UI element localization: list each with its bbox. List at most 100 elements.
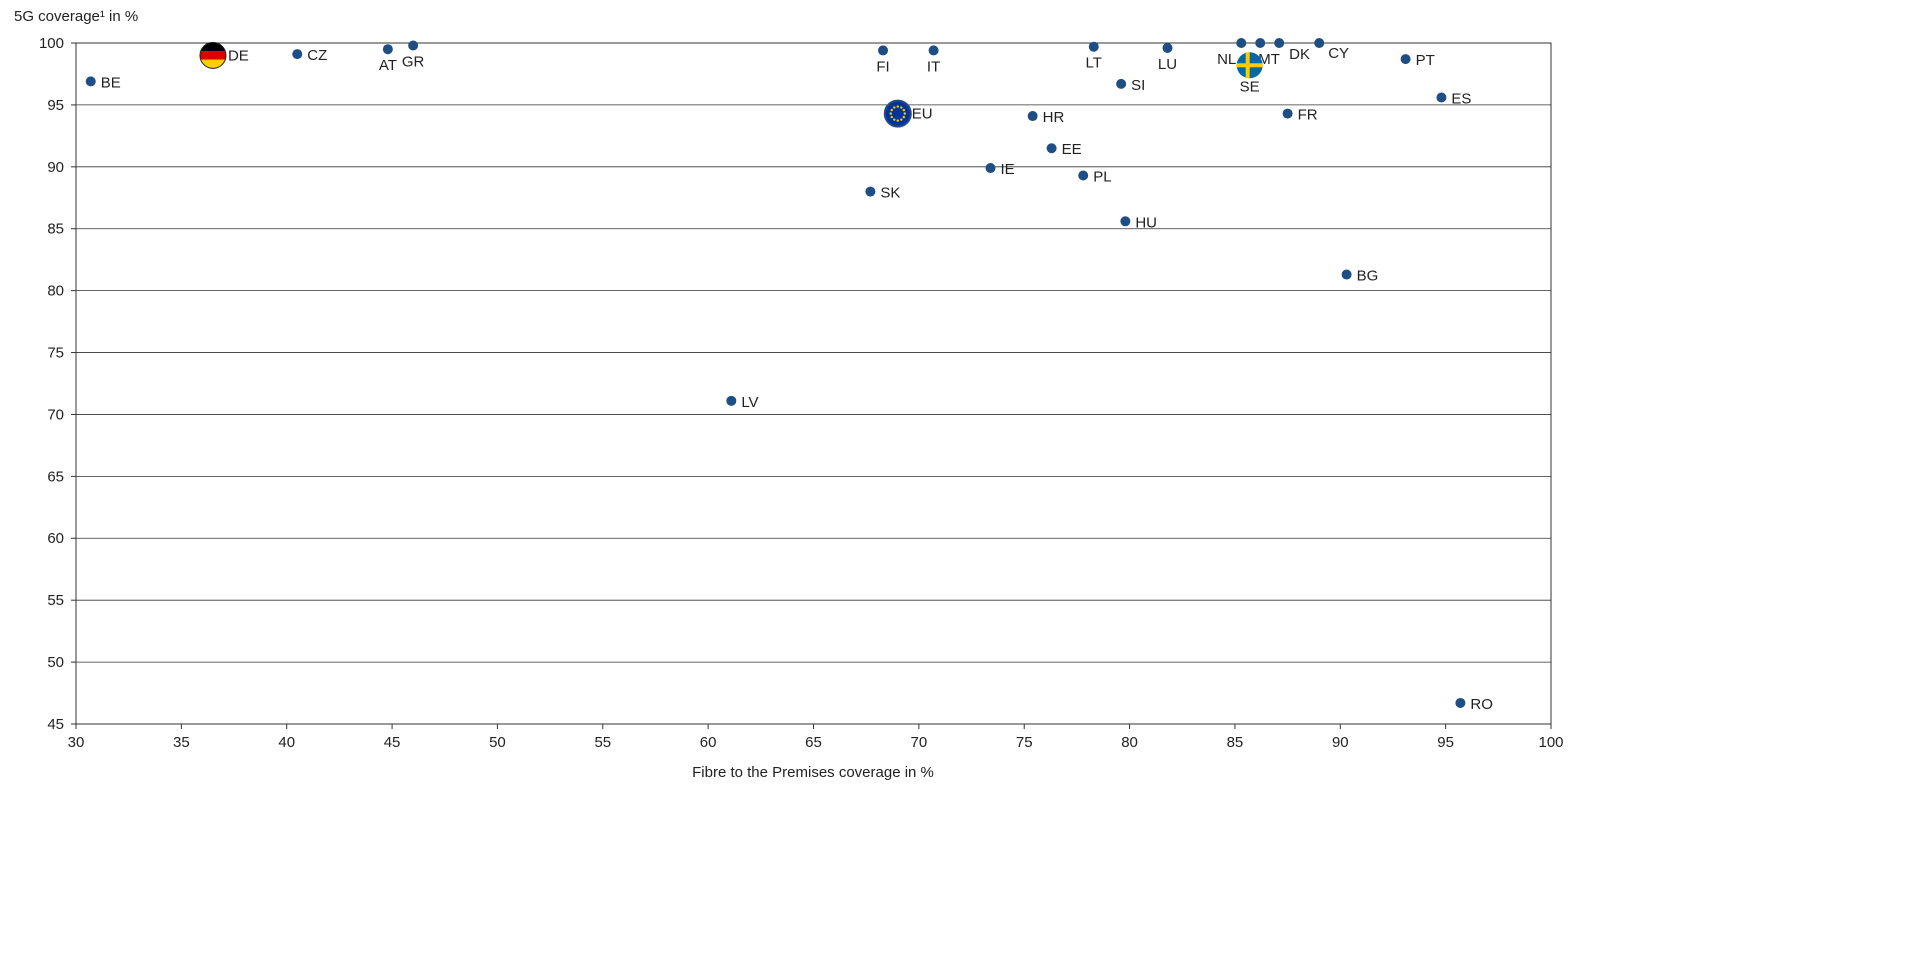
point-label: DE (228, 47, 249, 64)
point (1027, 111, 1038, 122)
flag-bg (883, 99, 912, 128)
plot-frame (75, 42, 1552, 725)
point-label: CZ (307, 47, 327, 64)
point (1078, 170, 1089, 181)
point-label: LU (1158, 56, 1177, 73)
x-tick-label: 95 (1437, 734, 1454, 751)
point-label: SK (880, 185, 900, 202)
y-tick-label: 100 (39, 35, 64, 52)
x-tick-label: 65 (805, 734, 822, 751)
point (85, 76, 96, 87)
star (893, 106, 896, 109)
y-tick-label: 65 (47, 468, 64, 485)
x-tick-label: 90 (1332, 734, 1349, 751)
star (890, 115, 893, 119)
y-tick-label: 75 (47, 345, 64, 362)
point (382, 44, 393, 55)
x-axis-title: Fibre to the Premises coverage in % (692, 764, 934, 781)
point (1088, 41, 1099, 52)
star (889, 112, 892, 115)
point (985, 163, 996, 174)
y-tick-label: 50 (47, 654, 64, 671)
point-label: NL (1217, 51, 1236, 68)
x-tick-label: 40 (278, 734, 295, 751)
x-tick-label: 60 (700, 734, 717, 751)
point-label: BG (1357, 268, 1379, 285)
y-tick-label: 60 (47, 530, 64, 547)
point (1116, 78, 1127, 89)
star (893, 118, 896, 121)
point-label: IT (927, 58, 940, 75)
point-label: EU (912, 106, 933, 123)
x-tick-label: 45 (384, 734, 401, 751)
star (890, 108, 893, 112)
point (928, 45, 939, 56)
flag-stripes (199, 42, 226, 69)
x-tick-label: 55 (594, 734, 611, 751)
point-label: PL (1093, 168, 1111, 185)
point (878, 45, 889, 56)
point (1282, 108, 1293, 119)
point-label: ES (1451, 90, 1471, 107)
x-tick-label: 85 (1227, 734, 1244, 751)
x-tick-label: 70 (911, 734, 928, 751)
point-label: SI (1131, 77, 1145, 94)
y-tick-label: 45 (47, 716, 64, 733)
x-tick-label: 30 (68, 734, 85, 751)
star (896, 105, 899, 108)
y-tick-label: 80 (47, 283, 64, 300)
point-label: IE (1001, 161, 1015, 178)
x-tick-label: 75 (1016, 734, 1033, 751)
point-label: BE (101, 74, 121, 91)
point (726, 395, 737, 406)
point-label: SE (1240, 78, 1260, 95)
point-label: RO (1470, 696, 1493, 713)
point-label: FI (876, 58, 889, 75)
point-label: GR (402, 53, 425, 70)
point (292, 49, 303, 60)
y-tick-label: 90 (47, 159, 64, 176)
x-tick-label: 50 (489, 734, 506, 751)
point (1455, 697, 1466, 708)
y-axis-title: 5G coverage¹ in % (14, 8, 138, 25)
point-label: HU (1135, 214, 1157, 231)
stripe (199, 42, 226, 52)
point (1255, 38, 1266, 48)
star (902, 108, 906, 112)
y-tick-label: 85 (47, 221, 64, 238)
stripe (199, 59, 226, 69)
point-label: HR (1043, 109, 1065, 126)
point (1046, 143, 1057, 154)
y-tick-label: 70 (47, 406, 64, 423)
point (1236, 38, 1247, 48)
stripe (199, 51, 226, 60)
cross (1236, 63, 1263, 68)
y-tick-label: 95 (47, 97, 64, 114)
star (900, 118, 903, 121)
point-label: EE (1062, 141, 1082, 158)
point-label: CY (1328, 45, 1349, 62)
point (1341, 269, 1352, 280)
x-tick-label: 80 (1121, 734, 1138, 751)
point (1162, 42, 1173, 53)
star (903, 112, 906, 115)
point-label: PT (1416, 52, 1435, 69)
point (1120, 216, 1131, 227)
flag-marker (199, 41, 227, 69)
point-label: FR (1298, 107, 1318, 124)
point-label: DK (1289, 46, 1310, 63)
point (1274, 38, 1285, 48)
star (902, 115, 906, 119)
y-tick-label: 55 (47, 592, 64, 609)
flag-border (199, 41, 227, 69)
star (900, 106, 903, 109)
x-tick-label: 35 (173, 734, 190, 751)
star (896, 119, 899, 122)
point-label: LT (1086, 55, 1102, 72)
point (865, 186, 876, 197)
point (1314, 38, 1325, 48)
point (1436, 92, 1447, 103)
point-label: LV (741, 394, 758, 411)
point-label: AT (379, 57, 397, 74)
